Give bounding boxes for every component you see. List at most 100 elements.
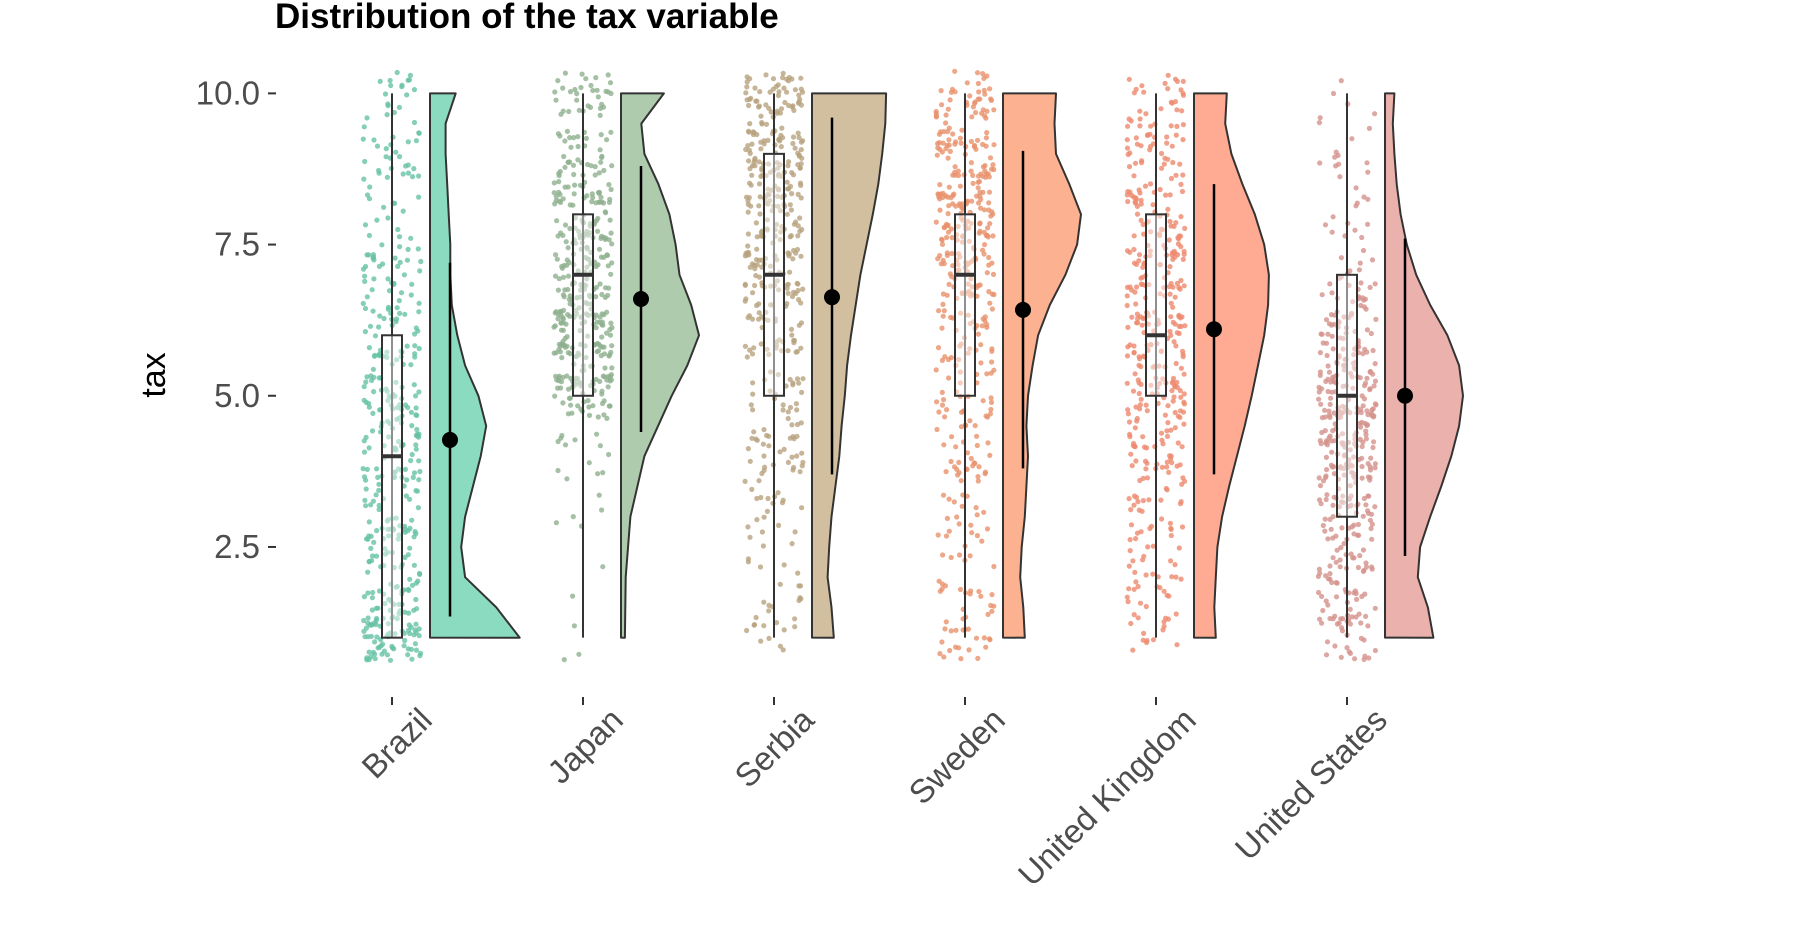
raw-point	[393, 515, 399, 521]
raw-point	[577, 328, 583, 334]
raw-point	[585, 301, 591, 307]
raw-point	[556, 276, 562, 282]
raw-point	[1372, 461, 1378, 467]
raw-point	[780, 70, 786, 76]
raw-point	[968, 455, 974, 462]
raw-point	[1327, 433, 1333, 439]
raw-point	[977, 220, 983, 226]
raw-point	[1150, 202, 1156, 208]
raw-point	[1316, 120, 1322, 126]
raw-point	[953, 627, 959, 633]
raw-point	[1330, 374, 1336, 380]
raw-point	[939, 389, 945, 395]
raw-point	[1330, 502, 1336, 508]
raw-point	[605, 384, 611, 390]
raw-point	[394, 616, 400, 622]
raw-point	[376, 375, 382, 381]
raw-point	[396, 234, 403, 240]
raw-point	[1353, 614, 1359, 620]
raw-point	[1359, 443, 1365, 450]
raw-point	[950, 131, 956, 137]
raw-point	[1182, 225, 1188, 231]
raw-point	[770, 76, 777, 82]
raw-point	[395, 263, 401, 269]
raw-point	[560, 274, 567, 280]
raw-point	[934, 399, 940, 405]
raw-point	[1148, 123, 1154, 129]
raw-point	[975, 474, 981, 480]
raw-point	[413, 393, 419, 399]
raw-point	[597, 112, 603, 118]
raw-point	[416, 194, 422, 200]
raw-point	[1320, 607, 1326, 614]
raw-point	[796, 380, 802, 386]
raw-point	[1126, 76, 1132, 82]
raw-point	[785, 415, 791, 422]
raw-point	[983, 232, 989, 239]
raw-point	[585, 232, 592, 238]
raw-point	[1131, 493, 1138, 499]
raw-point	[1331, 464, 1337, 470]
raw-point	[984, 130, 990, 136]
raw-point	[980, 141, 986, 147]
raw-point	[407, 630, 413, 637]
mean-point	[1397, 387, 1413, 404]
raw-point	[1324, 467, 1330, 473]
raw-point	[1351, 555, 1357, 561]
raw-point	[1323, 378, 1329, 384]
raw-point	[1360, 439, 1366, 445]
raw-point	[411, 562, 417, 568]
raw-point	[418, 650, 424, 657]
raw-point	[590, 403, 596, 409]
raw-point	[407, 576, 413, 582]
raw-point	[413, 442, 419, 448]
raw-point	[608, 349, 614, 355]
raw-point	[1347, 268, 1353, 274]
raw-point	[1176, 236, 1182, 242]
raw-point	[404, 257, 410, 263]
raw-point	[1180, 354, 1186, 360]
raw-point	[413, 621, 419, 627]
raw-point	[981, 251, 987, 257]
raw-point	[365, 615, 371, 621]
raw-point	[366, 649, 372, 655]
raw-point	[944, 250, 950, 256]
raw-point	[943, 193, 949, 199]
raw-point	[1327, 563, 1333, 569]
raw-point	[601, 200, 607, 206]
raw-point	[376, 263, 382, 269]
raw-point	[1167, 453, 1173, 459]
raw-point	[775, 173, 781, 179]
raw-point	[594, 87, 600, 93]
raw-point	[409, 281, 415, 287]
raw-point	[1334, 580, 1340, 586]
raw-point	[784, 179, 790, 185]
raw-point	[561, 657, 567, 663]
raw-point	[1148, 382, 1154, 388]
raw-point	[395, 536, 401, 542]
raw-point	[1170, 375, 1177, 381]
raw-point	[941, 308, 947, 314]
raw-point	[1126, 586, 1132, 592]
raw-point	[362, 305, 369, 312]
raw-point	[397, 259, 403, 265]
raw-point	[607, 332, 614, 338]
raw-point	[745, 559, 752, 565]
raw-point	[943, 469, 949, 475]
raw-point	[367, 323, 374, 329]
raw-point	[774, 278, 781, 284]
raw-point	[767, 302, 774, 308]
raw-point	[1369, 566, 1375, 572]
raw-point	[1133, 536, 1139, 542]
raw-point	[949, 434, 955, 440]
raw-point	[1167, 328, 1173, 334]
raw-point	[561, 307, 567, 313]
raw-point	[555, 467, 561, 474]
raw-point	[384, 388, 390, 394]
raw-point	[390, 645, 396, 651]
raw-point	[764, 346, 770, 352]
raw-point	[986, 289, 992, 295]
raw-point	[1325, 363, 1331, 369]
raw-point	[586, 412, 593, 418]
raw-point	[1327, 414, 1333, 420]
